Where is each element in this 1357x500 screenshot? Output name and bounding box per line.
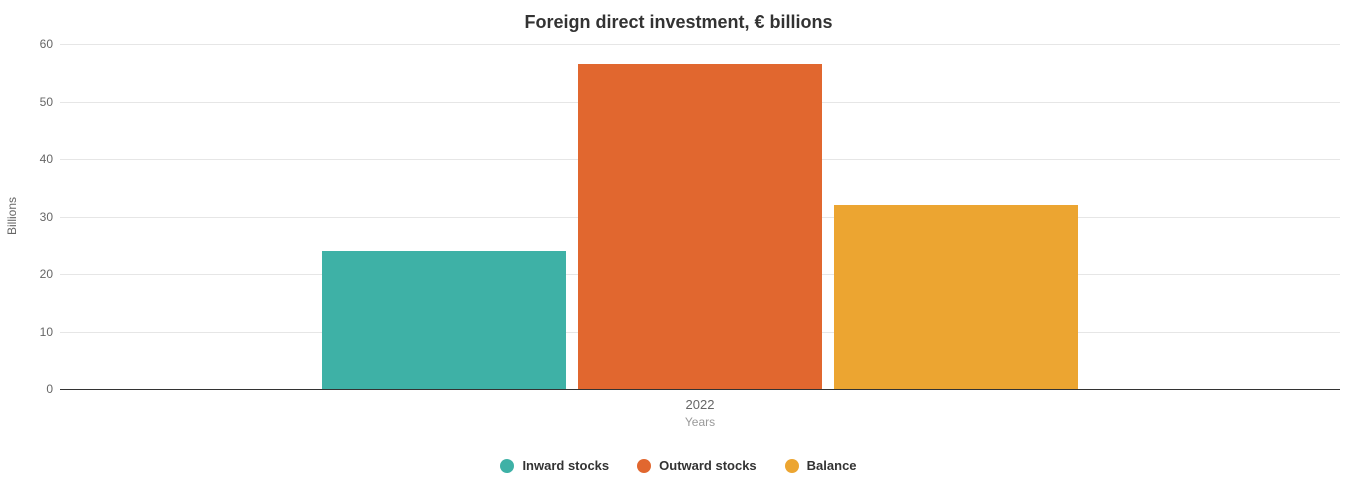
chart-container: Foreign direct investment, € billions 01…	[0, 0, 1357, 500]
y-tick-label: 40	[25, 152, 53, 166]
legend-item-outward-stocks[interactable]: Outward stocks	[637, 458, 757, 473]
x-axis-line	[60, 389, 1340, 390]
legend-label: Outward stocks	[659, 458, 757, 473]
legend-swatch	[500, 459, 514, 473]
legend-item-inward-stocks[interactable]: Inward stocks	[500, 458, 609, 473]
bar-balance[interactable]	[834, 205, 1077, 389]
y-tick-label: 60	[25, 37, 53, 51]
x-tick-label: 2022	[686, 397, 715, 412]
y-axis-title: Billions	[5, 166, 19, 266]
legend-swatch	[785, 459, 799, 473]
legend-item-balance[interactable]: Balance	[785, 458, 857, 473]
y-tick-label: 0	[25, 382, 53, 396]
legend-label: Inward stocks	[522, 458, 609, 473]
x-axis-title: Years	[685, 415, 715, 429]
y-tick-label: 10	[25, 325, 53, 339]
plot-area: 01020304050602022Years	[60, 44, 1340, 389]
chart-title: Foreign direct investment, € billions	[0, 12, 1357, 33]
gridline	[60, 44, 1340, 45]
legend-swatch	[637, 459, 651, 473]
legend: Inward stocks Outward stocks Balance	[0, 458, 1357, 473]
y-tick-label: 50	[25, 95, 53, 109]
legend-label: Balance	[807, 458, 857, 473]
bar-inward-stocks[interactable]	[322, 251, 565, 389]
y-tick-label: 20	[25, 267, 53, 281]
bar-outward-stocks[interactable]	[578, 64, 821, 389]
y-tick-label: 30	[25, 210, 53, 224]
